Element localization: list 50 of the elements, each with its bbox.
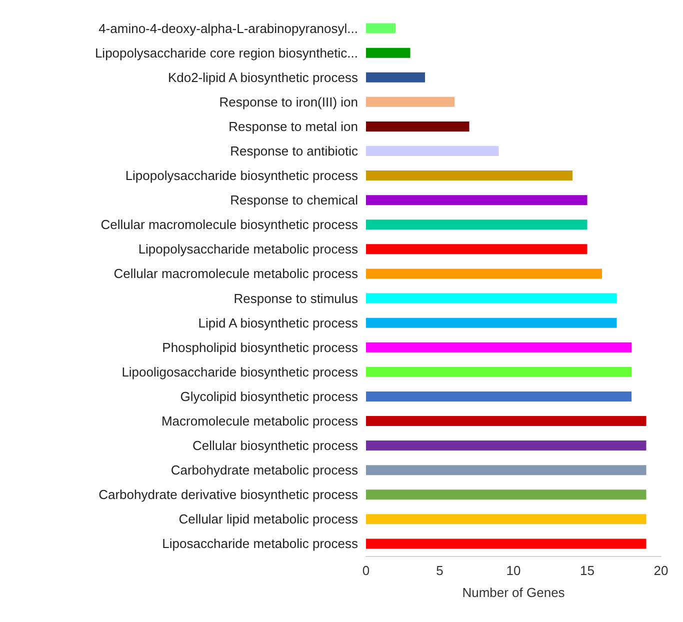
bar [366,318,617,328]
y-tick-label: Cellular lipid metabolic process [178,512,358,527]
bar [366,146,499,156]
bar [366,293,617,304]
y-tick-label: Lipopolysaccharide biosynthetic process [125,168,358,184]
y-tick-label: Carbohydrate derivative biosynthetic process [98,487,358,502]
y-tick-label: Kdo2-lipid A biosynthetic process [168,70,358,85]
y-tick-label: Response to metal ion [228,118,358,134]
bar [366,72,425,82]
bar [366,366,632,377]
bar [366,391,632,402]
y-tick-label: Glycolipid biosynthetic process [180,388,358,404]
bar [366,96,454,107]
y-tick-label: Cellular macromolecule biosynthetic process [100,217,358,232]
y-tick-label: Lipid A biosynthetic process [198,315,358,330]
x-axis-title: Number of Genes [462,585,566,600]
x-tick-label: 20 [654,563,668,578]
y-tick-label: Lipooligosaccharide biosynthetic process [122,364,358,380]
bar [366,416,646,426]
bar [366,538,646,549]
x-tick-label: 15 [580,563,594,578]
y-tick-label: Lipopolysaccharide metabolic process [138,242,358,257]
bar [366,195,588,206]
x-tick-label: 5 [436,563,444,578]
bar [366,23,396,34]
bar [366,490,646,500]
bar [366,170,572,181]
y-tick-label: Response to iron(III) ion [219,94,358,110]
y-tick-label: Response to stimulus [234,290,358,306]
y-tick-label: Carbohydrate metabolic process [170,462,358,478]
bar [366,268,602,279]
y-tick-label: Macromolecule metabolic process [161,414,358,428]
x-tick-label: 0 [362,563,370,578]
bar [366,465,646,476]
y-tick-label: Cellular biosynthetic process [192,438,358,454]
bar [366,121,470,132]
y-tick-label: Lipopolysaccharide core region biosynthetic... [94,45,358,60]
bar [366,342,632,352]
bar [366,514,646,524]
bar [366,440,646,451]
bar [366,220,588,230]
y-tick-label: Cellular macromolecule metabolic process [114,266,358,282]
y-tick-label: Phospholipid biosynthetic process [162,340,358,355]
x-tick-label: 10 [506,563,521,578]
bar [366,244,588,254]
y-tick-label: Response to antibiotic [230,144,358,158]
bar [366,48,410,58]
y-tick-label: Liposaccharide metabolic process [162,536,358,552]
y-tick-label: 4-amino-4-deoxy-alpha-L-arabinopyranosyl... [98,20,358,36]
y-tick-label: Response to chemical [230,192,358,208]
